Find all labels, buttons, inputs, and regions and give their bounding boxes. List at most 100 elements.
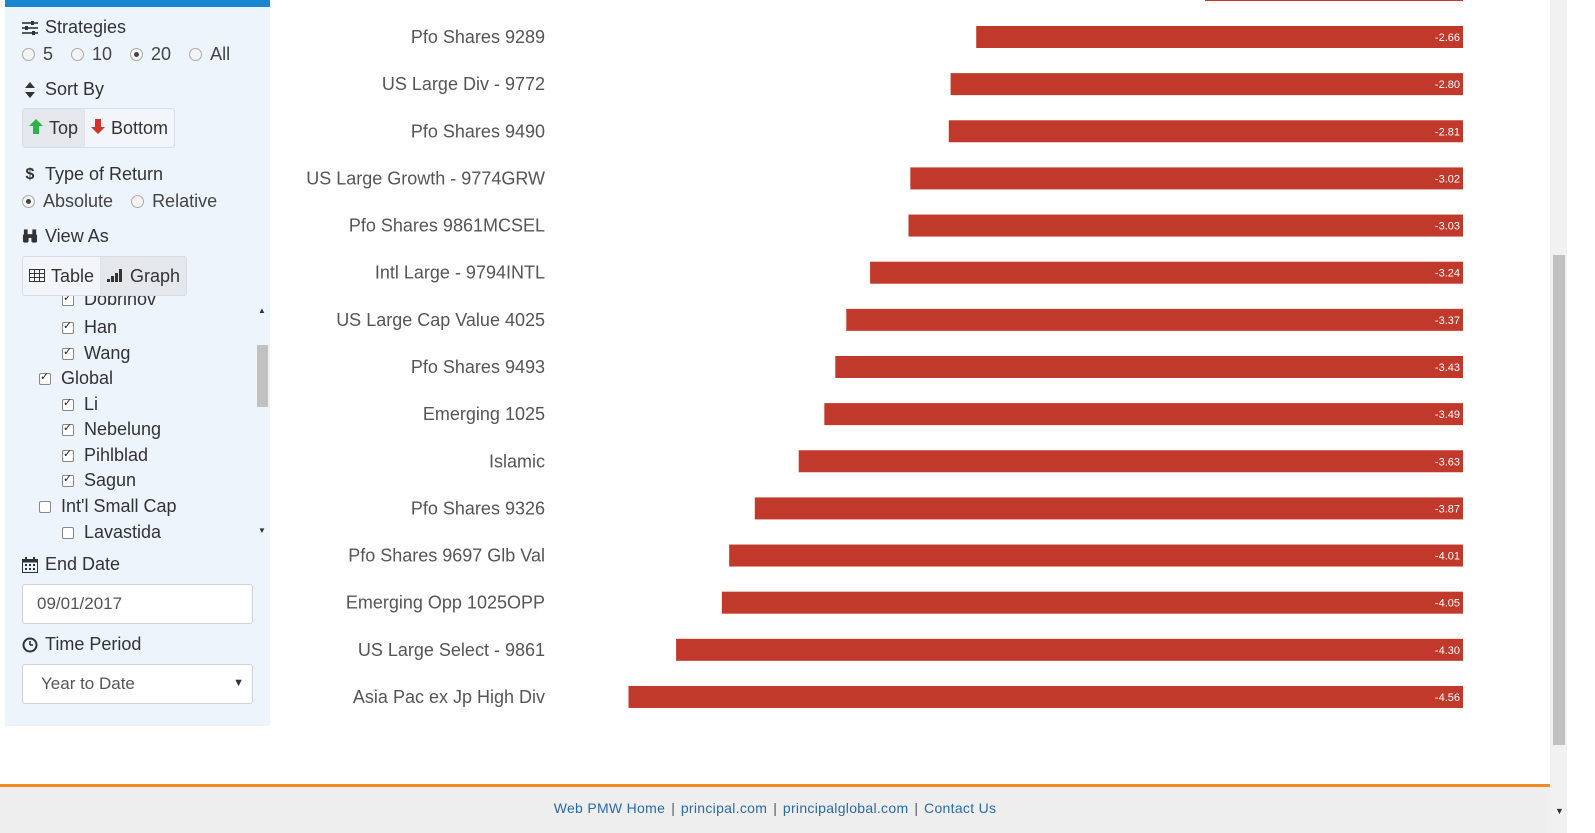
footer-accent-line bbox=[0, 784, 1550, 787]
bar[interactable] bbox=[676, 638, 1463, 661]
bar[interactable] bbox=[870, 261, 1463, 284]
page-scroll-thumb[interactable] bbox=[1553, 255, 1565, 745]
chevron-down-icon: ▼ bbox=[233, 677, 244, 689]
tree-item[interactable]: Han bbox=[62, 317, 117, 338]
returns-bar-chart: Pfo Shares 9289 -2.66 US Large Div - 9772 -… bbox=[270, 0, 1550, 760]
checkbox[interactable] bbox=[62, 396, 74, 411]
strategies-title: Strategies bbox=[45, 17, 127, 37]
tree-item[interactable]: Dobrinov bbox=[62, 296, 156, 310]
tree-scroll-thumb[interactable] bbox=[257, 345, 268, 407]
bar[interactable] bbox=[950, 73, 1463, 96]
footer-link-web-pmw-home[interactable]: Web PMW Home bbox=[553, 800, 666, 816]
clock-icon bbox=[22, 637, 38, 653]
data-label: -2.66 bbox=[1435, 32, 1460, 44]
category-label: Islamic bbox=[489, 451, 545, 471]
bar[interactable] bbox=[721, 591, 1463, 614]
checkbox[interactable] bbox=[62, 296, 74, 306]
bar[interactable] bbox=[910, 167, 1463, 190]
tree-item[interactable]: Sagun bbox=[62, 470, 136, 491]
time-period-title: Time Period bbox=[45, 634, 142, 654]
category-label: Pfo Shares 9493 bbox=[411, 357, 545, 377]
binoculars-icon bbox=[22, 229, 38, 245]
tree-item[interactable]: Nebelung bbox=[62, 419, 161, 440]
category-label: Emerging 1025 bbox=[423, 404, 545, 424]
page-scroll-down-icon[interactable]: ▼ bbox=[1555, 806, 1564, 816]
bar[interactable] bbox=[948, 120, 1463, 143]
strategies-option-5[interactable]: 5 bbox=[22, 44, 53, 65]
time-period-select[interactable]: Year to Date ▼ bbox=[22, 664, 253, 704]
data-label: -3.87 bbox=[1435, 503, 1460, 515]
return-absolute-option[interactable]: Absolute bbox=[22, 191, 113, 212]
footer-separator: | bbox=[671, 800, 675, 816]
sort-bottom-button[interactable]: Bottom bbox=[84, 109, 174, 147]
bar[interactable] bbox=[754, 497, 1463, 520]
view-table-button[interactable]: Table bbox=[23, 257, 100, 295]
return-relative-option[interactable]: Relative bbox=[131, 191, 217, 212]
category-label: Pfo Shares 9697 Glb Val bbox=[348, 546, 545, 566]
strategies-heading: Strategies bbox=[22, 17, 126, 38]
tree-item[interactable]: Wang bbox=[62, 343, 130, 364]
tree-item[interactable]: Pihlblad bbox=[62, 445, 148, 466]
scroll-up-arrow-icon[interactable]: ▲ bbox=[258, 306, 266, 315]
data-label: -3.49 bbox=[1435, 409, 1460, 421]
scroll-down-arrow-icon[interactable]: ▼ bbox=[258, 526, 266, 535]
checkbox[interactable] bbox=[62, 345, 74, 360]
view-as-title: View As bbox=[45, 226, 109, 246]
sort-icon bbox=[22, 81, 38, 98]
tree-scrollbar[interactable]: ▲ ▼ bbox=[255, 300, 269, 540]
bar[interactable] bbox=[835, 355, 1463, 378]
checkbox[interactable] bbox=[62, 472, 74, 487]
bar[interactable] bbox=[628, 685, 1463, 708]
data-label: -4.01 bbox=[1435, 551, 1460, 563]
checkbox[interactable] bbox=[62, 447, 74, 462]
checkbox[interactable] bbox=[39, 370, 51, 385]
checkbox[interactable] bbox=[62, 421, 74, 436]
data-label: -3.03 bbox=[1435, 221, 1460, 233]
end-date-input[interactable]: 09/01/2017 bbox=[22, 584, 253, 624]
footer-separator: | bbox=[773, 800, 777, 816]
sort-top-button[interactable]: Top bbox=[23, 109, 85, 147]
dollar-icon: $ bbox=[25, 165, 35, 183]
tree-group-item[interactable]: Int'l Small Cap bbox=[39, 496, 176, 517]
footer-link-principal[interactable]: principal.com bbox=[680, 800, 768, 816]
category-label: Pfo Shares 9861MCSEL bbox=[349, 216, 545, 236]
bar[interactable] bbox=[729, 544, 1463, 567]
checkbox[interactable] bbox=[62, 319, 74, 334]
footer-link-principalglobal[interactable]: principalglobal.com bbox=[782, 800, 909, 816]
footer-link-contact-us[interactable]: Contact Us bbox=[924, 800, 997, 816]
view-as-button-group: Table Graph bbox=[22, 256, 188, 296]
strategies-option-10[interactable]: 10 bbox=[71, 44, 112, 65]
sort-by-button-group: Top Bottom bbox=[22, 108, 176, 148]
checkbox[interactable] bbox=[39, 500, 51, 513]
page-scrollbar[interactable]: ▼ bbox=[1550, 0, 1567, 833]
footer: Web PMW Home | principal.com | principal… bbox=[0, 787, 1550, 833]
bar[interactable] bbox=[976, 26, 1463, 48]
sort-by-title: Sort By bbox=[45, 79, 105, 99]
end-date-title: End Date bbox=[45, 554, 121, 574]
view-as-heading: View As bbox=[22, 226, 109, 247]
strategies-option-all[interactable]: All bbox=[189, 44, 230, 65]
category-label: US Large Div - 9772 bbox=[382, 74, 545, 94]
bar[interactable] bbox=[846, 308, 1463, 331]
category-label: Emerging Opp 1025OPP bbox=[346, 593, 545, 613]
category-label: Pfo Shares 9289 bbox=[411, 27, 545, 47]
bar[interactable] bbox=[824, 403, 1463, 426]
data-label: -2.81 bbox=[1435, 126, 1460, 138]
sort-by-heading: Sort By bbox=[22, 79, 104, 100]
tree-item[interactable]: Lavastida bbox=[62, 522, 161, 543]
time-period-heading: Time Period bbox=[22, 634, 141, 655]
bar[interactable] bbox=[908, 214, 1463, 237]
chart-svg: Pfo Shares 9289 -2.66 US Large Div - 9772 -… bbox=[306, 0, 1463, 708]
checkbox[interactable] bbox=[62, 526, 74, 539]
tree-item[interactable]: Li bbox=[62, 394, 98, 415]
return-type-title: Type of Return bbox=[45, 164, 164, 184]
strategies-option-20[interactable]: 20 bbox=[130, 44, 171, 65]
data-label: -4.56 bbox=[1435, 692, 1460, 704]
data-label: -3.37 bbox=[1435, 315, 1460, 327]
view-graph-button[interactable]: Graph bbox=[100, 257, 187, 295]
table-icon bbox=[29, 266, 45, 287]
end-date-heading: End Date bbox=[22, 554, 120, 575]
bar[interactable] bbox=[798, 450, 1463, 473]
tree-group-item[interactable]: Global bbox=[39, 368, 113, 389]
data-label: -3.63 bbox=[1435, 456, 1460, 468]
